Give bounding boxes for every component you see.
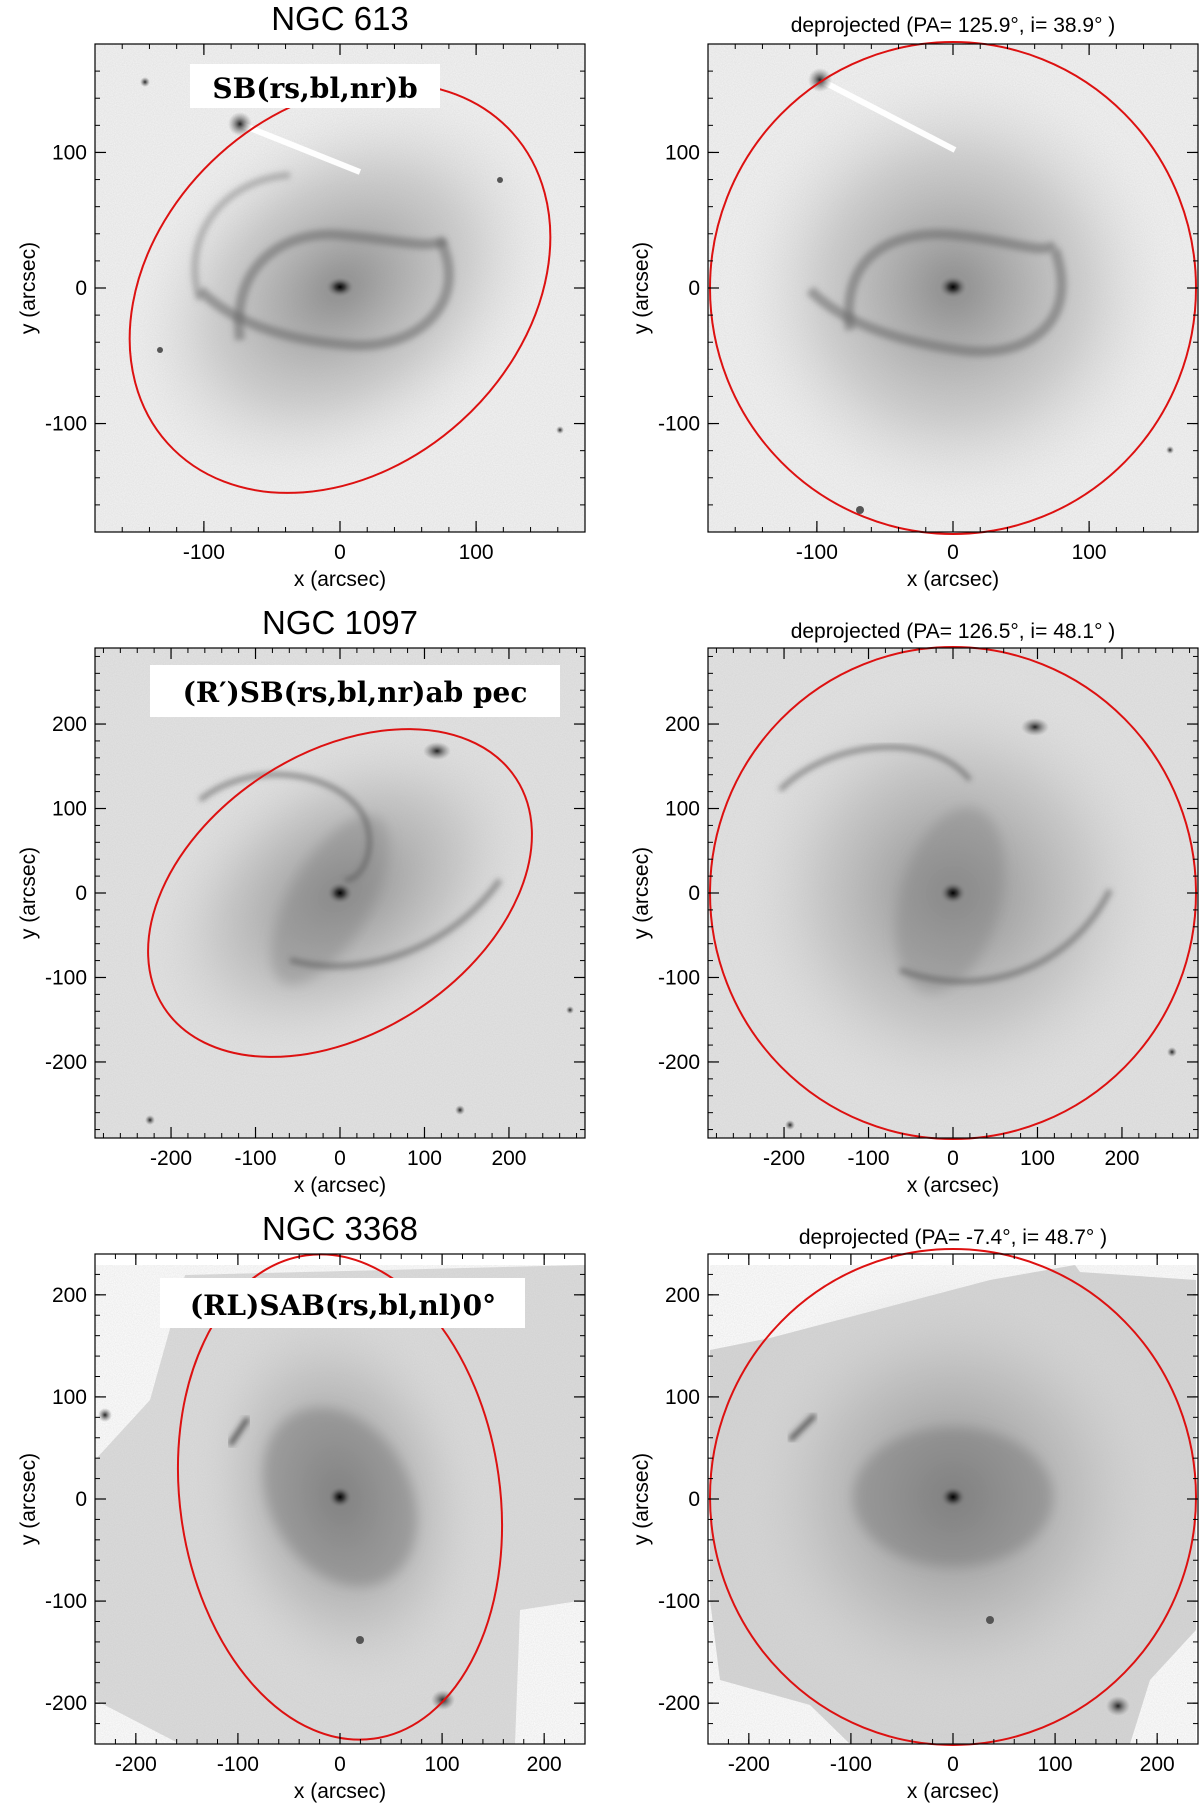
x-tick-label: 0 [947, 1753, 959, 1776]
x-axis-label: x (arcsec) [294, 568, 386, 591]
y-tick-label: 100 [665, 1386, 700, 1409]
y-axis-label: y (arcsec) [630, 1453, 653, 1545]
x-tick-label: 100 [425, 1753, 460, 1776]
panel-subtitle-ngc3368: deprojected (PA= -7.4°, i= 48.7° ) [799, 1226, 1107, 1249]
galaxy-image-ngc613 [95, 44, 585, 532]
classification-label-ngc613: SB(rs,bl,nr)b [212, 72, 417, 105]
classification-label-ngc3368: (RL)SAB(rs,bl,nl)0° [190, 1289, 496, 1322]
y-tick-label: 0 [688, 882, 700, 905]
panel-subtitle-ngc613: deprojected (PA= 125.9°, i= 38.9° ) [791, 14, 1116, 37]
x-tick-label: 100 [407, 1147, 442, 1170]
y-tick-label: -100 [45, 1590, 87, 1613]
x-tick-label: -200 [115, 1753, 157, 1776]
panel-title-ngc613: NGC 613 [271, 0, 409, 37]
x-tick-label: -100 [217, 1753, 259, 1776]
y-axis-label: y (arcsec) [630, 847, 653, 939]
y-tick-label: -200 [658, 1051, 700, 1074]
y-axis-label: y (arcsec) [17, 242, 40, 334]
y-tick-label: 100 [665, 141, 700, 164]
x-axis-label: x (arcsec) [907, 568, 999, 591]
x-tick-label: -100 [796, 541, 838, 564]
y-tick-label: 200 [52, 1284, 87, 1307]
y-axis-label: y (arcsec) [630, 242, 653, 334]
x-tick-label: 100 [1020, 1147, 1055, 1170]
classification-box [160, 1278, 525, 1328]
y-tick-label: -200 [658, 1692, 700, 1715]
x-axis-label: x (arcsec) [907, 1780, 999, 1803]
y-tick-label: 100 [52, 141, 87, 164]
y-tick-label: 200 [665, 713, 700, 736]
x-tick-label: 200 [491, 1147, 526, 1170]
x-tick-label: -200 [728, 1753, 770, 1776]
x-tick-label: 100 [1072, 541, 1107, 564]
x-tick-label: -100 [830, 1753, 872, 1776]
x-tick-label: -200 [150, 1147, 192, 1170]
x-axis-label: x (arcsec) [294, 1780, 386, 1803]
x-axis-label: x (arcsec) [294, 1174, 386, 1197]
galaxy-image-ngc3368 [95, 1254, 585, 1744]
y-tick-label: -200 [45, 1051, 87, 1074]
y-tick-label: 0 [75, 1488, 87, 1511]
y-tick-label: -100 [658, 1590, 700, 1613]
classification-box [150, 665, 560, 717]
deprojection-ellipse [128, 82, 552, 494]
galaxy-image-ngc613-deprojected [708, 44, 1198, 532]
panel-title-ngc3368: NGC 3368 [262, 1210, 418, 1247]
y-tick-label: 100 [52, 1386, 87, 1409]
classification-box [190, 64, 440, 108]
y-tick-label: 100 [665, 798, 700, 821]
x-tick-label: 100 [459, 541, 494, 564]
panel-subtitle-ngc1097: deprojected (PA= 126.5°, i= 48.1° ) [791, 620, 1116, 643]
galaxy-image-ngc1097-deprojected [708, 648, 1198, 1138]
x-tick-label: -100 [183, 541, 225, 564]
deprojection-ellipse [176, 1253, 504, 1741]
x-tick-label: -100 [235, 1147, 277, 1170]
x-tick-label: 0 [334, 1753, 346, 1776]
classification-label-ngc1097: (R′)SB(rs,bl,nr)ab pec [183, 676, 528, 709]
deprojection-ellipse [709, 1248, 1197, 1746]
y-tick-label: -100 [658, 413, 700, 436]
x-tick-label: 0 [334, 541, 346, 564]
y-tick-label: -100 [45, 413, 87, 436]
galaxy-image-ngc3368-deprojected [708, 1254, 1198, 1744]
x-tick-label: 200 [1140, 1753, 1175, 1776]
y-tick-label: 0 [688, 277, 700, 300]
axes-layer: -100 -100 0 0 100 100 x (arcsec) y (arcsec) -100… [17, 43, 1199, 1803]
y-axis-label: y (arcsec) [17, 847, 40, 939]
y-tick-label: 100 [52, 798, 87, 821]
y-tick-label: -100 [658, 966, 700, 989]
x-axis-label: x (arcsec) [907, 1174, 999, 1197]
y-tick-label: -200 [45, 1692, 87, 1715]
y-tick-label: 0 [75, 882, 87, 905]
x-tick-label: 0 [334, 1147, 346, 1170]
deprojection-ellipse [147, 728, 533, 1058]
galaxy-image-ngc1097 [95, 648, 585, 1138]
x-tick-label: 100 [1038, 1753, 1073, 1776]
y-tick-label: 0 [75, 277, 87, 300]
panel-title-ngc1097: NGC 1097 [262, 604, 418, 641]
x-tick-label: -200 [763, 1147, 805, 1170]
y-tick-label: -100 [45, 966, 87, 989]
x-tick-label: 200 [527, 1753, 562, 1776]
x-tick-label: -100 [848, 1147, 890, 1170]
x-tick-label: 0 [947, 541, 959, 564]
y-tick-label: 0 [688, 1488, 700, 1511]
x-tick-label: 0 [947, 1147, 959, 1170]
y-tick-label: 200 [665, 1284, 700, 1307]
x-tick-label: 200 [1104, 1147, 1139, 1170]
y-axis-label: y (arcsec) [17, 1453, 40, 1545]
y-tick-label: 200 [52, 713, 87, 736]
